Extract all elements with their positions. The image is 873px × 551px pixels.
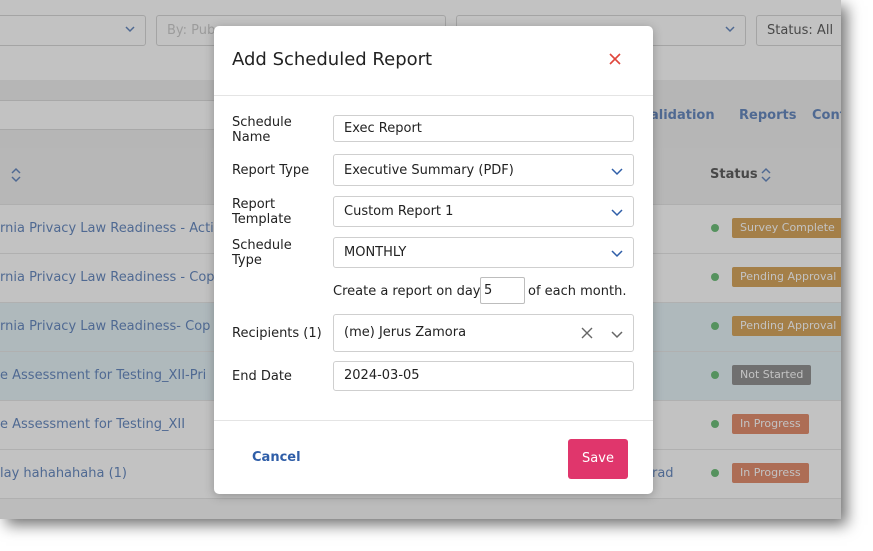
status-badge: Pending Approval: [732, 316, 841, 336]
row-title-link[interactable]: rnia Privacy Law Readiness - Cop: [0, 270, 215, 285]
report-template-label: Report Template: [232, 197, 292, 227]
day-prefix-text: Create a report on day: [333, 284, 481, 299]
recipients-select[interactable]: (me) Jerus Zamora: [333, 314, 634, 352]
schedule-name-label: Schedule Name: [232, 115, 292, 145]
chevron-down-icon: [125, 26, 135, 33]
schedule-type-label: Schedule Type: [232, 238, 292, 268]
modal-title: Add Scheduled Report: [232, 49, 433, 70]
end-date-input[interactable]: 2024-03-05: [333, 361, 634, 391]
add-scheduled-report-dialog: Add Scheduled Report Schedule Name Exec …: [214, 26, 653, 494]
status-badge: In Progress: [732, 414, 809, 434]
schedule-type-select[interactable]: MONTHLY: [333, 237, 634, 268]
cancel-button[interactable]: Cancel: [252, 450, 301, 465]
chevron-down-icon[interactable]: [611, 328, 623, 340]
reports-link[interactable]: Reports: [739, 108, 797, 123]
recipients-label: Recipients (1): [232, 326, 322, 341]
filter-select-1[interactable]: [0, 15, 146, 46]
chevron-down-icon: [611, 168, 623, 176]
row-title-link[interactable]: rnia Privacy Law Readiness - Acti: [0, 221, 214, 236]
status-badge: Pending Approval: [732, 267, 841, 287]
status-dot: [711, 322, 719, 330]
report-template-value: Custom Report 1: [344, 204, 454, 219]
report-template-select[interactable]: Custom Report 1: [333, 196, 634, 227]
row-title-link[interactable]: lay hahahahaha (1): [0, 466, 127, 481]
status-filter[interactable]: Status: All: [756, 15, 841, 46]
row-title-link[interactable]: e Assessment for Testing_XII: [0, 417, 186, 432]
report-type-value: Executive Summary (PDF): [344, 163, 514, 178]
end-date-value: 2024-03-05: [344, 368, 420, 383]
report-type-select[interactable]: Executive Summary (PDF): [333, 154, 634, 186]
validation-link[interactable]: alidation: [650, 108, 715, 123]
cont-link[interactable]: Cont: [812, 108, 841, 123]
search-input[interactable]: [0, 100, 216, 130]
day-suffix-text: of each month.: [528, 284, 627, 299]
schedule-type-value: MONTHLY: [344, 245, 407, 260]
status-dot: [711, 371, 719, 379]
day-of-month-input[interactable]: 5: [480, 277, 525, 304]
chevron-down-icon: [611, 250, 623, 258]
close-icon[interactable]: [606, 50, 624, 68]
status-dot: [711, 273, 719, 281]
modal-footer: Cancel Save: [214, 420, 653, 494]
status-badge: In Progress: [732, 463, 809, 483]
schedule-name-input[interactable]: Exec Report: [333, 115, 634, 142]
report-type-label: Report Type: [232, 163, 310, 178]
row-title-link[interactable]: e Assessment for Testing_XII-Pri: [0, 368, 207, 383]
status-dot: [711, 420, 719, 428]
clear-icon[interactable]: [581, 327, 593, 339]
status-column-header: Status: [710, 167, 758, 182]
row-title-link[interactable]: rnia Privacy Law Readiness- Cop: [0, 319, 211, 334]
row-extra-link[interactable]: rad: [652, 466, 674, 481]
status-badge: Survey Complete: [732, 218, 841, 238]
app-window: By: Pub Status: All alidation Reports Co…: [0, 0, 841, 519]
publisher-placeholder: By: Pub: [167, 23, 216, 38]
chevron-down-icon: [611, 209, 623, 217]
chevron-down-icon: [725, 26, 735, 33]
filter-bar: By: Pub Status: All: [0, 0, 841, 80]
recipient-value: (me) Jerus Zamora: [344, 325, 467, 340]
modal-header: Add Scheduled Report: [214, 26, 653, 96]
status-dot: [711, 469, 719, 477]
save-button[interactable]: Save: [568, 439, 628, 479]
schedule-name-value: Exec Report: [344, 121, 422, 136]
end-date-label: End Date: [232, 369, 292, 384]
status-filter-label: Status: All: [767, 23, 834, 38]
status-badge: Not Started: [732, 365, 812, 385]
sort-icon[interactable]: [760, 166, 772, 184]
status-dot: [711, 224, 719, 232]
sort-icon[interactable]: [10, 166, 22, 184]
